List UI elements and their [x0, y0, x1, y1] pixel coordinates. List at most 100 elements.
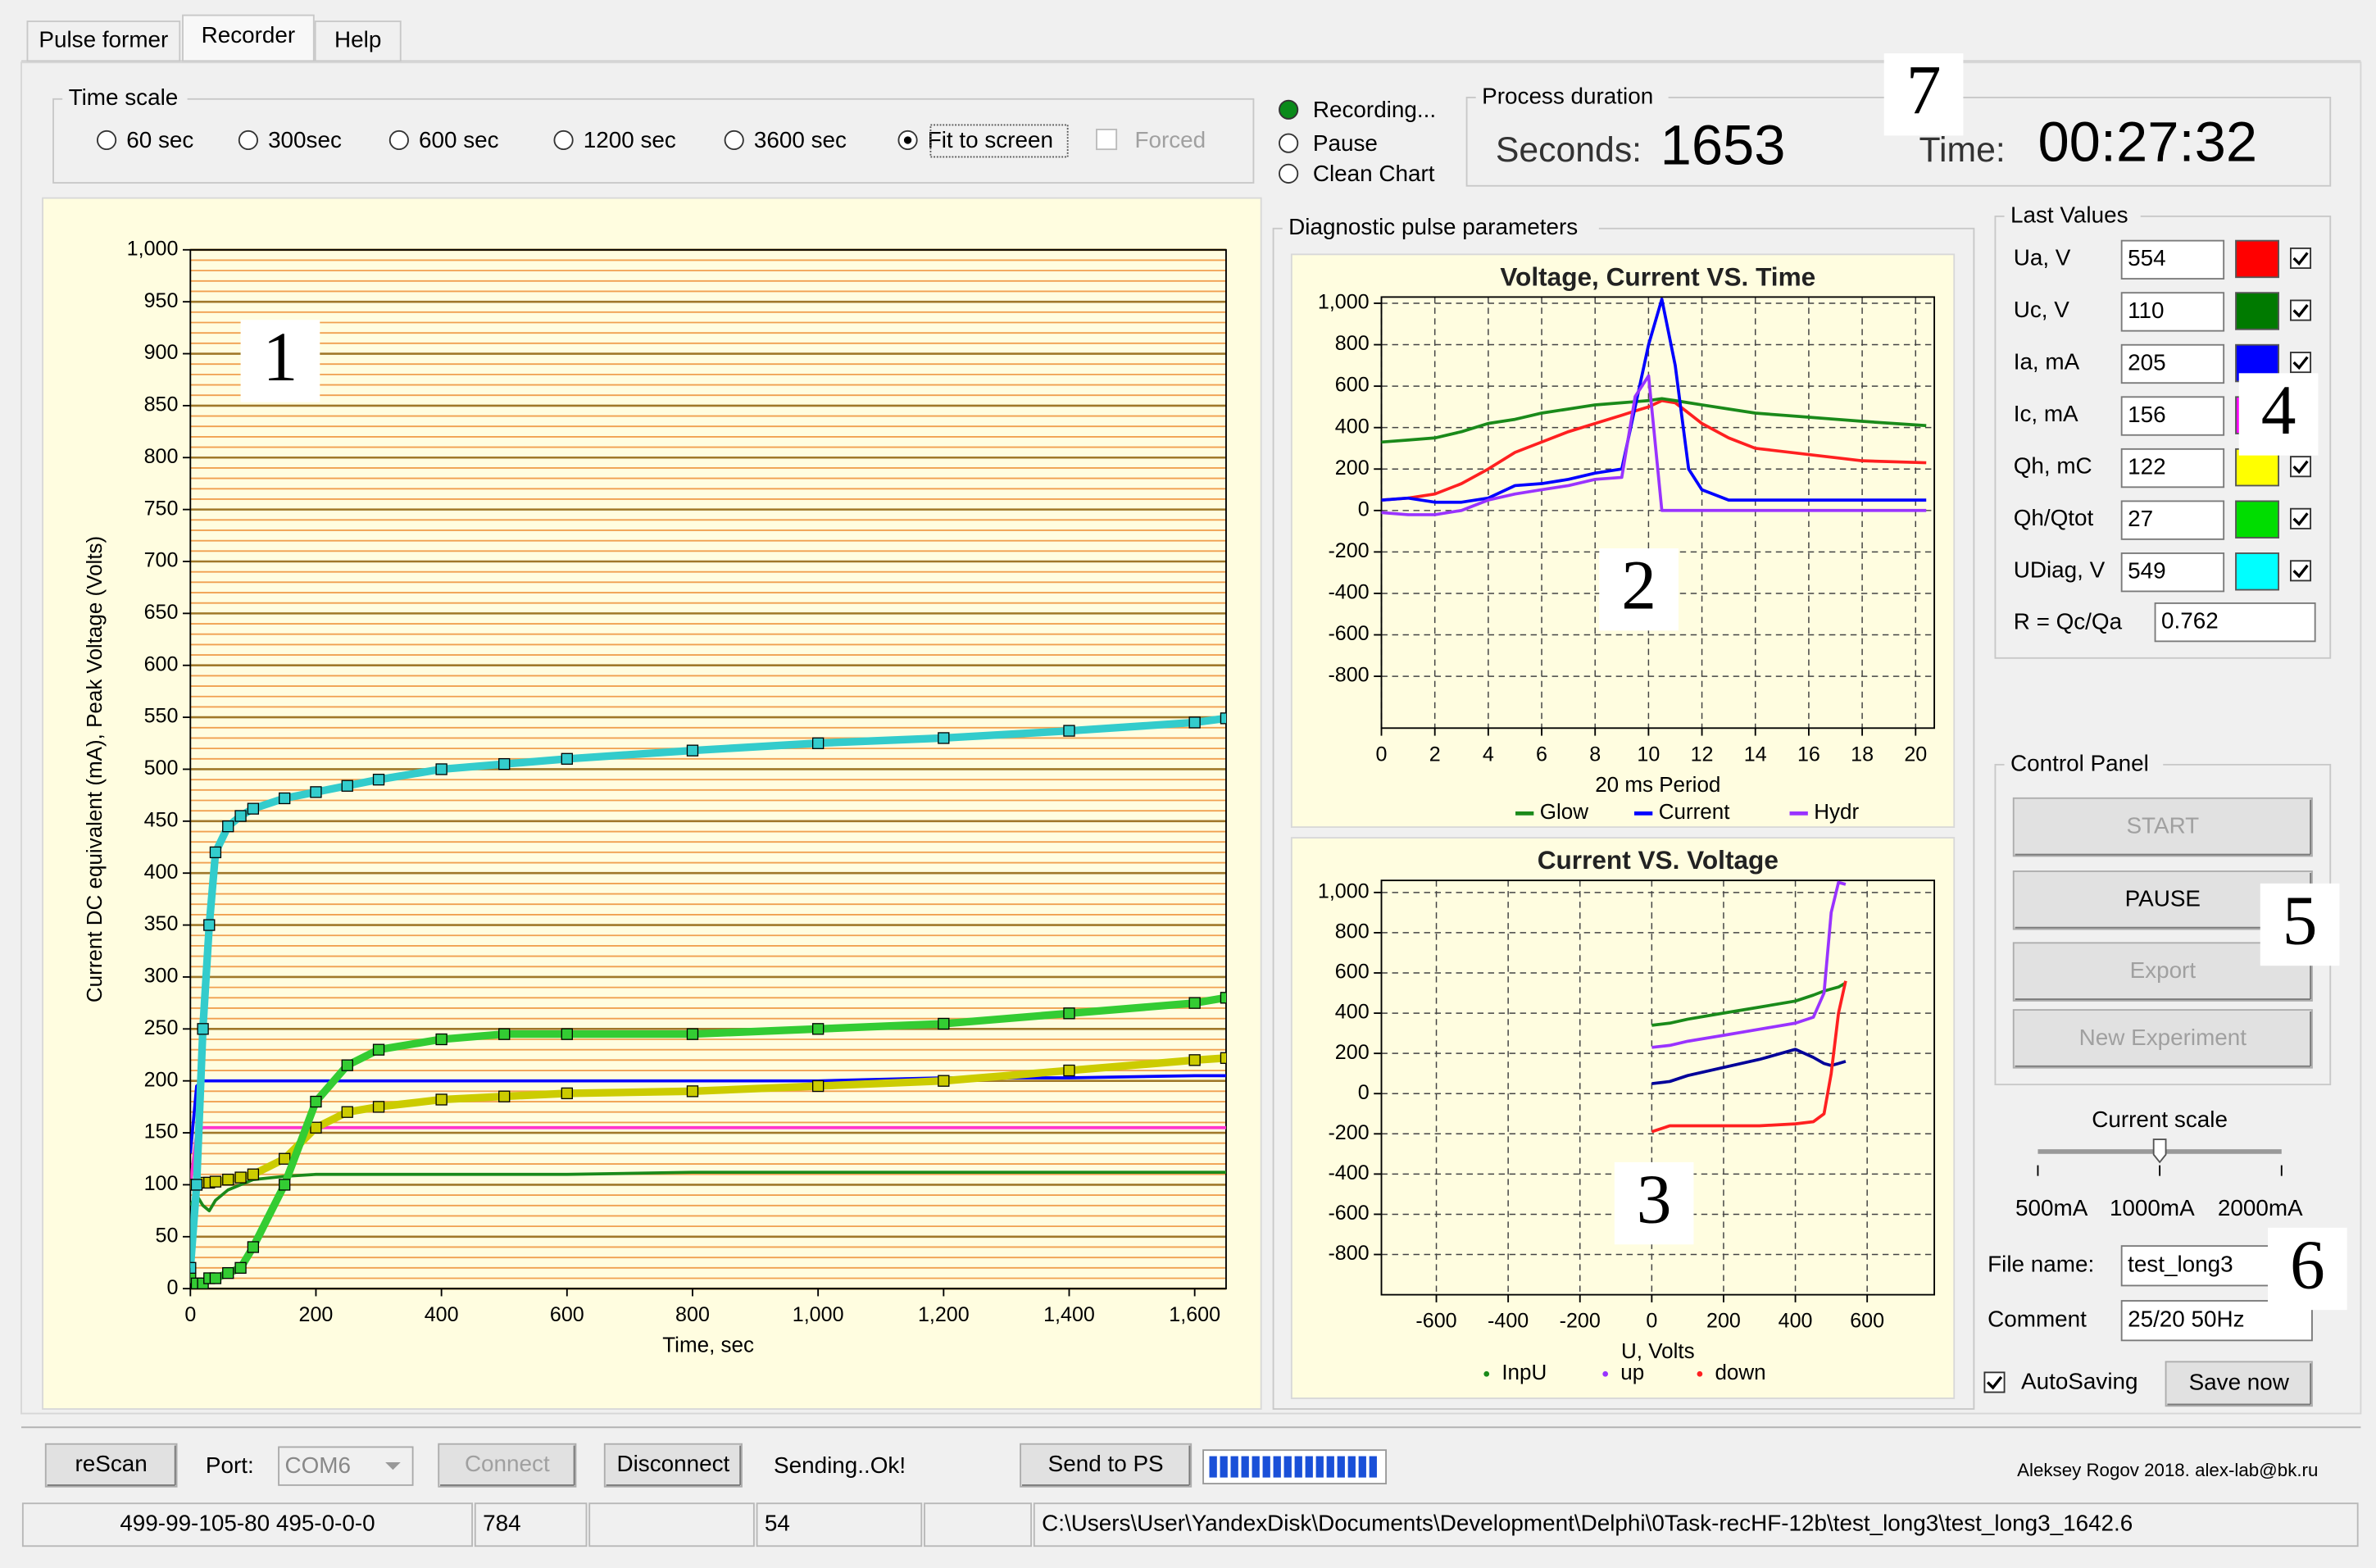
control-button-label[interactable]: New Experiment	[2079, 1025, 2247, 1050]
recorder-state-radio[interactable]	[1279, 133, 1299, 153]
time-scale-option[interactable]: 600 sec	[419, 127, 499, 152]
legend-marker	[1483, 1370, 1490, 1377]
tab-page	[20, 61, 2362, 1415]
color-swatch[interactable]	[2235, 239, 2279, 279]
time-scale-radio[interactable]	[97, 130, 117, 151]
recorder-state-radio[interactable]	[1279, 163, 1299, 184]
show-checkbox[interactable]	[2290, 299, 2312, 321]
value-field-text[interactable]: 27	[2128, 506, 2153, 531]
recorder-state-option[interactable]: Pause	[1313, 130, 1378, 156]
y-tick-label: 850	[144, 393, 179, 416]
time-scale-radio[interactable]	[553, 130, 574, 151]
value-field-text[interactable]: 110	[2128, 298, 2164, 323]
series-marker	[203, 919, 216, 931]
value-label: Uc, V	[2014, 297, 2070, 322]
value-field[interactable]	[2120, 552, 2225, 593]
disconnect-button[interactable]	[603, 1443, 743, 1488]
save-now-button-label[interactable]: Save now	[2189, 1370, 2290, 1395]
value-field[interactable]	[2120, 500, 2225, 540]
recorder-state-option[interactable]: Clean Chart	[1313, 161, 1435, 186]
legend-marker	[1602, 1370, 1609, 1377]
time-scale-radio[interactable]	[724, 130, 744, 151]
recorder-state-option[interactable]: Recording...	[1313, 97, 1436, 122]
show-checkbox[interactable]	[2290, 560, 2312, 582]
y-tick-label: 150	[144, 1120, 179, 1143]
show-checkbox[interactable]	[2290, 247, 2312, 270]
recorder-state-radio[interactable]	[1279, 99, 1299, 120]
send-button-label[interactable]: Send to PS	[1048, 1451, 1164, 1476]
port-value[interactable]: COM6	[285, 1452, 352, 1478]
time-scale-option[interactable]: 3600 sec	[754, 127, 847, 152]
ratio-field-text[interactable]: 0.762	[2161, 608, 2219, 634]
annotation-number: 4	[2261, 372, 2296, 449]
rescan-button-label[interactable]: reScan	[75, 1451, 148, 1476]
ratio-field[interactable]	[2154, 602, 2316, 643]
tab-label[interactable]: Recorder	[202, 22, 296, 48]
x-tick-label: 200	[1706, 1310, 1741, 1333]
control-button-label[interactable]: START	[2126, 812, 2199, 838]
time-scale-option[interactable]: 1200 sec	[584, 127, 676, 152]
status-text: 784	[483, 1511, 520, 1536]
file-name-label: File name:	[1988, 1252, 2094, 1277]
file-name-field[interactable]	[2120, 1245, 2270, 1287]
color-swatch[interactable]	[2235, 292, 2279, 330]
status-panel	[924, 1502, 1033, 1548]
port-combo[interactable]	[278, 1446, 414, 1486]
file-name-field-text[interactable]: test_long3	[2128, 1252, 2233, 1277]
time-scale-option[interactable]: 300sec	[268, 127, 342, 152]
control-button-label[interactable]: PAUSE	[2125, 886, 2201, 911]
tab[interactable]	[26, 20, 181, 62]
time-scale-option[interactable]: 60 sec	[126, 127, 193, 152]
tab[interactable]	[314, 20, 402, 62]
y-tick-label: 950	[144, 289, 179, 312]
connect-button[interactable]	[438, 1443, 577, 1488]
rescan-button[interactable]	[44, 1443, 178, 1488]
y-tick-label: 500	[144, 757, 179, 779]
color-swatch[interactable]	[2235, 500, 2279, 539]
show-checkbox[interactable]	[2290, 456, 2312, 478]
series-marker	[222, 1173, 234, 1186]
value-field[interactable]	[2120, 343, 2225, 384]
value-field[interactable]	[2120, 396, 2225, 436]
forced-label[interactable]: Forced	[1134, 127, 1206, 152]
value-field[interactable]	[2120, 292, 2225, 332]
time-scale-radio[interactable]	[238, 130, 258, 151]
time-scale-radio[interactable]	[388, 130, 409, 151]
time-scale-option[interactable]: Fit to screen	[928, 127, 1053, 152]
tab[interactable]	[182, 14, 315, 62]
series-marker	[279, 792, 291, 805]
forced-checkbox[interactable]	[1096, 129, 1118, 151]
show-checkbox[interactable]	[2290, 507, 2312, 529]
plot-area	[1381, 297, 1935, 729]
autosaving-checkbox[interactable]	[1983, 1371, 2006, 1393]
slider-thumb[interactable]	[2152, 1139, 2167, 1164]
control-button[interactable]	[2012, 797, 2313, 857]
y-tick-label: 50	[156, 1224, 179, 1247]
save-now-button[interactable]	[2165, 1361, 2313, 1407]
autosaving-label[interactable]: AutoSaving	[2021, 1369, 2138, 1394]
tab-label[interactable]: Pulse former	[39, 27, 168, 52]
color-swatch[interactable]	[2235, 552, 2279, 591]
send-button[interactable]	[1020, 1443, 1193, 1488]
value-field-text[interactable]: 554	[2128, 245, 2165, 270]
show-checkbox[interactable]	[2290, 352, 2312, 374]
progress-block	[1252, 1456, 1260, 1478]
value-field-text[interactable]: 156	[2128, 402, 2165, 427]
control-button[interactable]	[2012, 1009, 2313, 1069]
value-field-text[interactable]: 549	[2128, 558, 2165, 584]
connect-button-label[interactable]: Connect	[465, 1451, 550, 1476]
comment-field-text[interactable]: 25/20 50Hz	[2128, 1307, 2245, 1332]
series-marker	[234, 1171, 247, 1184]
value-field[interactable]	[2120, 448, 2225, 489]
tab-label[interactable]: Help	[334, 27, 381, 52]
value-field-text[interactable]: 205	[2128, 349, 2165, 375]
control-button-label[interactable]: Export	[2130, 957, 2197, 983]
x-tick-label: 1,000	[793, 1303, 844, 1326]
disconnect-button-label[interactable]: Disconnect	[616, 1451, 729, 1476]
value-field[interactable]	[2120, 239, 2225, 280]
series-marker	[190, 1179, 203, 1191]
series-marker	[498, 757, 511, 770]
value-field-text[interactable]: 122	[2128, 453, 2165, 479]
x-tick-label: 6	[1536, 743, 1547, 766]
annotation-number: 1	[263, 319, 298, 396]
